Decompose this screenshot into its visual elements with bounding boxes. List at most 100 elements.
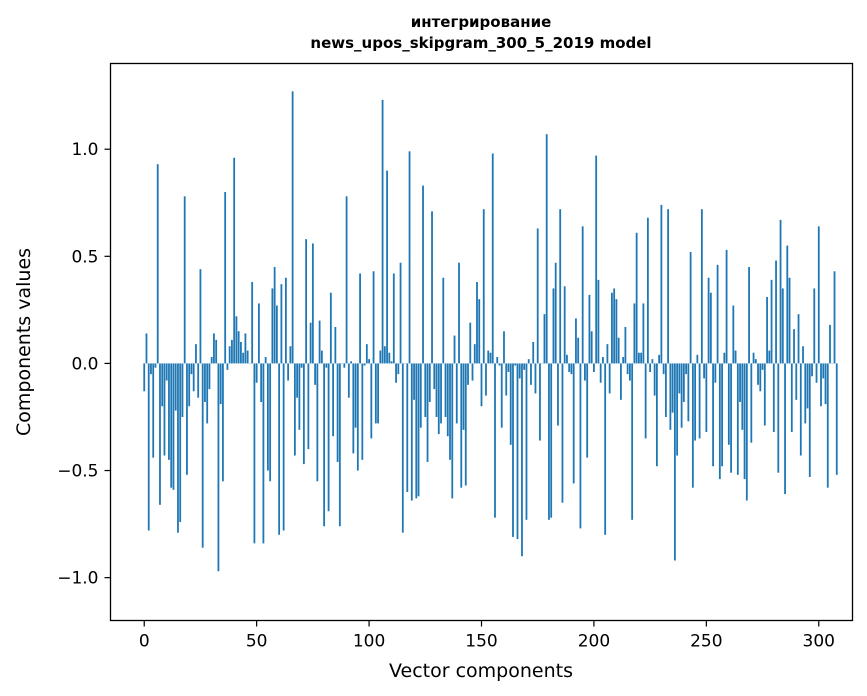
- bar-254: [714, 363, 717, 383]
- bar-241: [685, 363, 688, 375]
- bar-253: [712, 363, 714, 467]
- bar-79: [320, 350, 323, 364]
- bar-206: [606, 344, 609, 364]
- bar-2: [147, 363, 150, 531]
- bar-151: [482, 209, 485, 364]
- bar-175: [536, 228, 539, 364]
- bar-99: [365, 344, 368, 364]
- bar-10: [165, 363, 168, 381]
- bar-250: [705, 363, 708, 432]
- bar-188: [566, 354, 568, 364]
- bar-140: [458, 262, 460, 364]
- bar-251: [707, 277, 710, 364]
- bar-106: [381, 99, 384, 364]
- bar-125: [424, 363, 427, 417]
- bar-16: [179, 363, 182, 522]
- bar-202: [597, 279, 600, 364]
- bar-147: [473, 344, 476, 364]
- bar-33: [217, 363, 220, 572]
- x-tick-label-0: 0: [139, 632, 150, 652]
- y-tick-label-4: 1.0: [71, 140, 98, 160]
- bar-26: [201, 363, 204, 548]
- bar-173: [532, 342, 535, 364]
- bars-group: [143, 91, 838, 572]
- bar-35: [222, 363, 224, 482]
- bar-154: [489, 352, 492, 364]
- bar-126: [426, 363, 429, 462]
- bar-24: [197, 363, 200, 398]
- bar-1: [145, 333, 148, 364]
- bar-277: [766, 297, 768, 364]
- bar-136: [449, 363, 451, 460]
- bar-76: [314, 363, 317, 385]
- bar-223: [644, 363, 647, 439]
- bar-31: [213, 333, 215, 364]
- bar-32: [215, 339, 218, 364]
- bar-184: [557, 363, 559, 426]
- y-tick-label-1: −0.5: [57, 462, 98, 482]
- bar-53: [262, 363, 265, 544]
- bar-49: [253, 363, 256, 544]
- chart-title-line-2: news_upos_skipgram_300_5_2019 model: [310, 34, 652, 52]
- bar-157: [496, 357, 499, 364]
- bar-57: [271, 288, 274, 364]
- bar-73: [307, 363, 310, 450]
- bar-127: [428, 363, 431, 402]
- bar-225: [649, 363, 652, 372]
- bar-78: [318, 320, 321, 364]
- bar-164: [512, 363, 514, 537]
- bar-65: [289, 346, 292, 364]
- bar-197: [586, 363, 589, 458]
- bar-200: [593, 363, 595, 372]
- bar-101: [370, 363, 373, 439]
- bar-305: [829, 324, 831, 364]
- bar-87: [338, 363, 341, 527]
- bar-224: [646, 217, 649, 364]
- bar-39: [231, 339, 233, 364]
- bar-213: [622, 357, 625, 364]
- bar-40: [233, 157, 236, 364]
- bar-295: [806, 363, 809, 409]
- bar-27: [204, 363, 206, 402]
- bar-85: [334, 327, 337, 364]
- bar-48: [251, 282, 254, 364]
- bar-301: [820, 363, 822, 407]
- bar-66: [291, 91, 294, 364]
- bar-129: [433, 363, 436, 390]
- bar-143: [464, 363, 467, 486]
- bar-283: [779, 219, 782, 364]
- bar-211: [617, 337, 620, 364]
- bar-117: [406, 363, 409, 492]
- bar-165: [514, 363, 517, 366]
- plot-frame: [109, 62, 854, 622]
- bar-284: [781, 288, 784, 364]
- bar-179: [545, 134, 548, 364]
- bar-153: [487, 350, 490, 364]
- bar-63: [284, 277, 287, 364]
- bar-292: [799, 363, 802, 456]
- bar-62: [282, 363, 285, 531]
- bar-228: [655, 363, 658, 467]
- chart-title-line-1: интегрирование: [410, 13, 552, 31]
- bar-90: [345, 196, 348, 364]
- bar-132: [440, 363, 442, 424]
- bar-41: [235, 316, 238, 364]
- bar-233: [667, 209, 670, 364]
- bar-288: [790, 363, 793, 432]
- bar-267: [743, 363, 746, 480]
- bar-264: [736, 363, 739, 475]
- chart-title: интегрирование news_upos_skipgram_300_5_…: [110, 12, 852, 54]
- bar-158: [498, 363, 501, 366]
- x-axis-label: Vector components: [389, 660, 573, 682]
- bar-182: [552, 288, 555, 364]
- bar-34: [219, 363, 222, 405]
- bar-163: [509, 363, 512, 445]
- bar-187: [563, 286, 566, 364]
- bar-227: [653, 363, 656, 396]
- bar-169: [523, 363, 526, 370]
- bar-167: [518, 363, 521, 379]
- bar-81: [325, 363, 328, 368]
- bar-294: [804, 363, 807, 424]
- bar-204: [602, 357, 604, 364]
- bar-234: [669, 363, 672, 430]
